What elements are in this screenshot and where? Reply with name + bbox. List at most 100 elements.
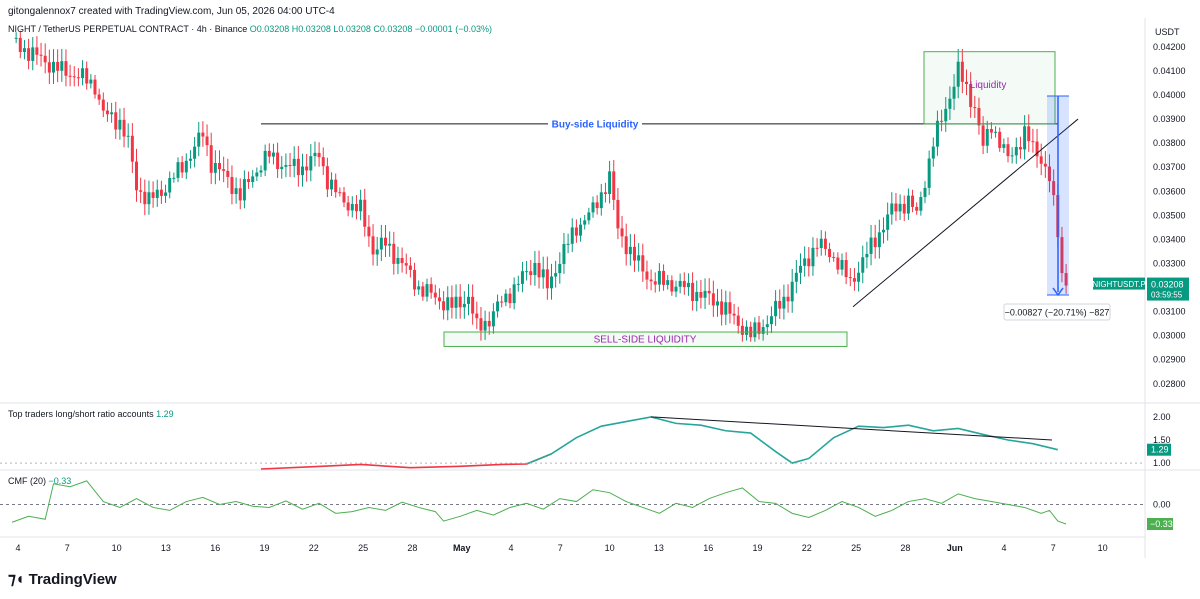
candle-body xyxy=(89,79,93,84)
candle-body xyxy=(234,188,238,194)
candle-body xyxy=(1035,141,1039,157)
chart-caption: gitongalennox7 created with TradingView.… xyxy=(8,6,335,17)
time-tick-label: 16 xyxy=(210,543,220,553)
candle-body xyxy=(645,271,649,280)
candle-body xyxy=(68,75,72,77)
candle-body xyxy=(247,179,251,183)
candle-body xyxy=(952,86,956,99)
candle-body xyxy=(1006,144,1010,157)
candle-body xyxy=(595,202,599,209)
candle-body xyxy=(512,284,516,304)
candle-body xyxy=(251,176,255,183)
candle-body xyxy=(325,166,329,190)
tradingview-logo[interactable]: ⁊◖ TradingView xyxy=(8,569,117,589)
ratio-line-above xyxy=(526,416,1058,465)
time-tick-label: 7 xyxy=(65,543,70,553)
symbol-legend[interactable]: NIGHT / TetherUS PERPETUAL CONTRACT · 4h… xyxy=(8,24,492,34)
candle-body xyxy=(1010,155,1014,157)
ratio-trend-line xyxy=(651,416,1053,441)
candle-body xyxy=(271,152,275,157)
candle-body xyxy=(533,262,537,276)
candle-body xyxy=(188,158,192,161)
candle-body xyxy=(869,237,873,254)
candle-body xyxy=(72,76,76,78)
cmf-legend[interactable]: CMF (20) −0.33 xyxy=(8,476,71,486)
candle-body xyxy=(666,280,670,285)
candle-body xyxy=(85,68,89,84)
candle-body xyxy=(944,108,948,122)
last-price-value: 0.03208 xyxy=(1151,280,1184,290)
candle-body xyxy=(686,282,690,288)
candle-body xyxy=(180,162,184,173)
sell-side-liquidity-box xyxy=(443,331,848,347)
candle-body xyxy=(52,61,55,73)
candle-body xyxy=(927,158,931,188)
candle-body xyxy=(865,253,869,258)
candle-body xyxy=(301,166,304,176)
candle-body xyxy=(392,243,396,264)
candle-body xyxy=(570,227,574,244)
candle-body xyxy=(155,189,159,198)
candle-body xyxy=(193,146,197,159)
candle-body xyxy=(608,171,612,194)
time-tick-label: 10 xyxy=(605,543,615,553)
candle-body xyxy=(1031,141,1035,143)
candle-body xyxy=(471,296,475,314)
candle-body xyxy=(529,271,533,276)
ratio-value-badge xyxy=(1147,443,1171,456)
candle-body xyxy=(139,190,143,192)
candle-body xyxy=(574,227,578,236)
candle-body xyxy=(641,255,645,272)
candle-body xyxy=(209,145,213,173)
cmf-indicator-group: 0.00 −0.33 xyxy=(0,480,1173,530)
sell-side-liquidity-label: SELL-SIDE LIQUIDITY xyxy=(594,335,697,346)
candle-body xyxy=(400,258,404,264)
candle-body xyxy=(296,158,300,176)
candle-body xyxy=(740,325,744,335)
brand-name: TradingView xyxy=(28,570,117,588)
candle-body xyxy=(18,37,22,52)
candle-body xyxy=(774,300,778,317)
candle-body xyxy=(707,290,711,294)
candle-body xyxy=(778,300,782,309)
candle-body xyxy=(425,284,429,297)
candle-body xyxy=(919,197,923,211)
candle-body xyxy=(736,315,740,326)
time-tick-label: 7 xyxy=(558,543,563,553)
candle-body xyxy=(317,152,321,158)
candle-body xyxy=(450,297,454,308)
candle-body xyxy=(367,226,371,237)
candle-body xyxy=(653,281,657,285)
candle-body xyxy=(724,302,728,315)
cmf-tick-label: 0.00 xyxy=(1153,500,1171,510)
candle-body xyxy=(184,160,188,173)
candle-body xyxy=(998,131,1002,148)
candle-body xyxy=(22,48,26,52)
candle-body xyxy=(558,263,562,274)
candle-body xyxy=(848,277,852,279)
price-tick-label: 0.03900 xyxy=(1153,114,1186,124)
trend-line xyxy=(852,118,1079,308)
price-tick-label: 0.03600 xyxy=(1153,186,1186,196)
candle-body xyxy=(143,191,147,205)
candle-body xyxy=(159,189,163,196)
ratio-tick-label: 1.50 xyxy=(1153,435,1171,445)
candle-body xyxy=(359,199,363,212)
candle-body xyxy=(906,195,910,214)
time-tick-label: 13 xyxy=(161,543,171,553)
price-tick-label: 0.04000 xyxy=(1153,90,1186,100)
candle-body xyxy=(603,192,607,194)
time-tick-label: 25 xyxy=(358,543,368,553)
candle-body xyxy=(475,313,479,319)
ratio-indicator-name: Top traders long/short ratio accounts xyxy=(8,409,154,419)
candle-body xyxy=(508,293,512,304)
ratio-legend[interactable]: Top traders long/short ratio accounts 1.… xyxy=(8,409,174,419)
candle-body xyxy=(60,61,64,71)
candle-body xyxy=(753,322,757,338)
candle-body xyxy=(525,271,529,273)
price-tick-label: 0.03100 xyxy=(1153,307,1186,317)
candle-body xyxy=(197,132,201,147)
cmf-badge-text: −0.33 xyxy=(1150,519,1173,529)
candle-body xyxy=(807,258,811,267)
